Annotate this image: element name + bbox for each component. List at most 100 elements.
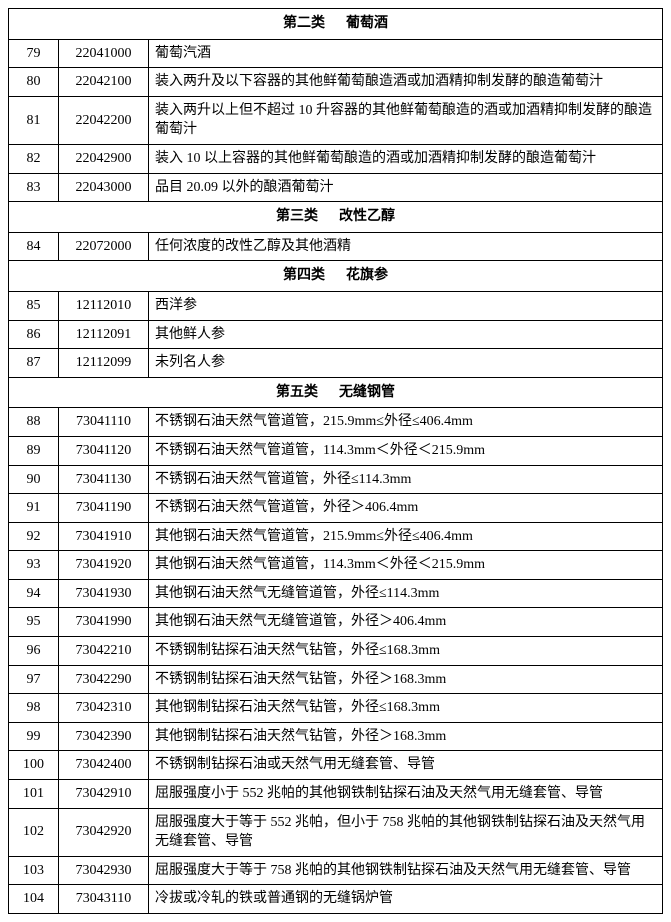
row-description: 其他钢制钻探石油天然气钻管，外径＞168.3mm — [149, 722, 663, 751]
row-description: 不锈钢制钻探石油天然气钻管，外径＞168.3mm — [149, 665, 663, 694]
row-description: 其他钢石油天然气无缝管道管，外径≤114.3mm — [149, 579, 663, 608]
table-row: 9873042310其他钢制钻探石油天然气钻管，外径≤168.3mm — [9, 694, 663, 723]
row-index: 85 — [9, 291, 59, 320]
row-code: 73041990 — [59, 608, 149, 637]
row-index: 91 — [9, 494, 59, 523]
row-code: 73042310 — [59, 694, 149, 723]
row-index: 101 — [9, 780, 59, 809]
row-description: 不锈钢制钻探石油天然气钻管，外径≤168.3mm — [149, 637, 663, 666]
row-index: 81 — [9, 96, 59, 144]
category-label-b: 改性乙醇 — [339, 209, 395, 224]
table-row: 10373042930屈服强度大于等于 758 兆帕的其他钢铁制钻探石油及天然气… — [9, 856, 663, 885]
table-row: 8222042900装入 10 以上容器的其他鲜葡萄酿造的酒或加酒精抑制发酵的酿… — [9, 144, 663, 173]
row-description: 其他鲜人参 — [149, 320, 663, 349]
table-row: 10173042910屈服强度小于 552 兆帕的其他钢铁制钻探石油及天然气用无… — [9, 780, 663, 809]
row-description: 任何浓度的改性乙醇及其他酒精 — [149, 232, 663, 261]
row-index: 94 — [9, 579, 59, 608]
table-row: 8873041110不锈钢石油天然气管道管，215.9mm≤外径≤406.4mm — [9, 408, 663, 437]
row-description: 冷拔或冷轧的铁或普通钢的无缝锅炉管 — [149, 885, 663, 914]
row-code: 12112099 — [59, 349, 149, 378]
table-row: 9573041990其他钢石油天然气无缝管道管，外径＞406.4mm — [9, 608, 663, 637]
table-row: 10073042400不锈钢制钻探石油或天然气用无缝套管、导管 — [9, 751, 663, 780]
table-row: 9673042210不锈钢制钻探石油天然气钻管，外径≤168.3mm — [9, 637, 663, 666]
row-index: 103 — [9, 856, 59, 885]
row-description: 西洋参 — [149, 291, 663, 320]
row-code: 73042400 — [59, 751, 149, 780]
row-code: 73041190 — [59, 494, 149, 523]
category-label-a: 第二类 — [283, 16, 325, 31]
row-description: 其他钢石油天然气管道管，215.9mm≤外径≤406.4mm — [149, 522, 663, 551]
row-description: 不锈钢制钻探石油或天然气用无缝套管、导管 — [149, 751, 663, 780]
table-row: 9273041910其他钢石油天然气管道管，215.9mm≤外径≤406.4mm — [9, 522, 663, 551]
row-code: 12112091 — [59, 320, 149, 349]
row-description: 品目 20.09 以外的酿酒葡萄汁 — [149, 173, 663, 202]
row-index: 88 — [9, 408, 59, 437]
table-row: 8612112091其他鲜人参 — [9, 320, 663, 349]
row-description: 装入两升以上但不超过 10 升容器的其他鲜葡萄酿造的酒或加酒精抑制发酵的酿造葡萄… — [149, 96, 663, 144]
table-row: 9973042390其他钢制钻探石油天然气钻管，外径＞168.3mm — [9, 722, 663, 751]
row-code: 73041910 — [59, 522, 149, 551]
row-code: 22042900 — [59, 144, 149, 173]
category-header: 第五类 无缝钢管 — [9, 377, 663, 408]
category-header-row: 第二类葡萄酒 — [9, 9, 663, 40]
category-label-a: 第四类 — [283, 268, 325, 283]
row-code: 73042290 — [59, 665, 149, 694]
row-description: 装入两升及以下容器的其他鲜葡萄酿造酒或加酒精抑制发酵的酿造葡萄汁 — [149, 68, 663, 97]
row-description: 屈服强度大于等于 552 兆帕，但小于 758 兆帕的其他钢铁制钻探石油及天然气… — [149, 808, 663, 856]
table-row: 10473043110冷拔或冷轧的铁或普通钢的无缝锅炉管 — [9, 885, 663, 914]
row-description: 不锈钢石油天然气管道管，114.3mm＜外径＜215.9mm — [149, 436, 663, 465]
row-index: 102 — [9, 808, 59, 856]
category-header: 第二类葡萄酒 — [9, 9, 663, 40]
row-index: 84 — [9, 232, 59, 261]
category-label-a: 第五类 — [276, 385, 318, 400]
category-header-row: 第四类 花旗参 — [9, 261, 663, 292]
row-code: 22041000 — [59, 39, 149, 68]
category-label-b: 无缝钢管 — [339, 385, 395, 400]
row-code: 73042910 — [59, 780, 149, 809]
row-code: 12112010 — [59, 291, 149, 320]
table-row: 8973041120不锈钢石油天然气管道管，114.3mm＜外径＜215.9mm — [9, 436, 663, 465]
row-code: 73041120 — [59, 436, 149, 465]
table-row: 8712112099未列名人参 — [9, 349, 663, 378]
table-row: 7922041000葡萄汽酒 — [9, 39, 663, 68]
row-code: 73042930 — [59, 856, 149, 885]
row-index: 79 — [9, 39, 59, 68]
row-index: 104 — [9, 885, 59, 914]
row-description: 未列名人参 — [149, 349, 663, 378]
table-row: 9373041920其他钢石油天然气管道管，114.3mm＜外径＜215.9mm — [9, 551, 663, 580]
row-index: 90 — [9, 465, 59, 494]
category-label-a: 第三类 — [276, 209, 318, 224]
row-index: 89 — [9, 436, 59, 465]
row-code: 73042390 — [59, 722, 149, 751]
category-header-row: 第三类 改性乙醇 — [9, 202, 663, 233]
table-row: 8422072000任何浓度的改性乙醇及其他酒精 — [9, 232, 663, 261]
row-description: 装入 10 以上容器的其他鲜葡萄酿造的酒或加酒精抑制发酵的酿造葡萄汁 — [149, 144, 663, 173]
row-index: 92 — [9, 522, 59, 551]
row-code: 22043000 — [59, 173, 149, 202]
table-row: 9473041930其他钢石油天然气无缝管道管，外径≤114.3mm — [9, 579, 663, 608]
table-row: 9073041130不锈钢石油天然气管道管，外径≤114.3mm — [9, 465, 663, 494]
row-code: 22072000 — [59, 232, 149, 261]
table-row: 9773042290不锈钢制钻探石油天然气钻管，外径＞168.3mm — [9, 665, 663, 694]
category-header: 第三类 改性乙醇 — [9, 202, 663, 233]
row-index: 93 — [9, 551, 59, 580]
row-code: 22042200 — [59, 96, 149, 144]
row-code: 22042100 — [59, 68, 149, 97]
category-header: 第四类 花旗参 — [9, 261, 663, 292]
table-row: 8022042100装入两升及以下容器的其他鲜葡萄酿造酒或加酒精抑制发酵的酿造葡… — [9, 68, 663, 97]
row-index: 86 — [9, 320, 59, 349]
category-label-b: 花旗参 — [346, 268, 388, 283]
row-index: 95 — [9, 608, 59, 637]
category-header-row: 第五类 无缝钢管 — [9, 377, 663, 408]
row-index: 98 — [9, 694, 59, 723]
row-code: 73041930 — [59, 579, 149, 608]
row-code: 73043110 — [59, 885, 149, 914]
row-description: 屈服强度大于等于 758 兆帕的其他钢铁制钻探石油及天然气用无缝套管、导管 — [149, 856, 663, 885]
table-row: 9173041190不锈钢石油天然气管道管，外径＞406.4mm — [9, 494, 663, 523]
row-code: 73041110 — [59, 408, 149, 437]
row-code: 73042920 — [59, 808, 149, 856]
row-description: 不锈钢石油天然气管道管，215.9mm≤外径≤406.4mm — [149, 408, 663, 437]
tariff-table: 第二类葡萄酒7922041000葡萄汽酒8022042100装入两升及以下容器的… — [8, 8, 663, 914]
table-row: 8122042200装入两升以上但不超过 10 升容器的其他鲜葡萄酿造的酒或加酒… — [9, 96, 663, 144]
row-description: 不锈钢石油天然气管道管，外径≤114.3mm — [149, 465, 663, 494]
